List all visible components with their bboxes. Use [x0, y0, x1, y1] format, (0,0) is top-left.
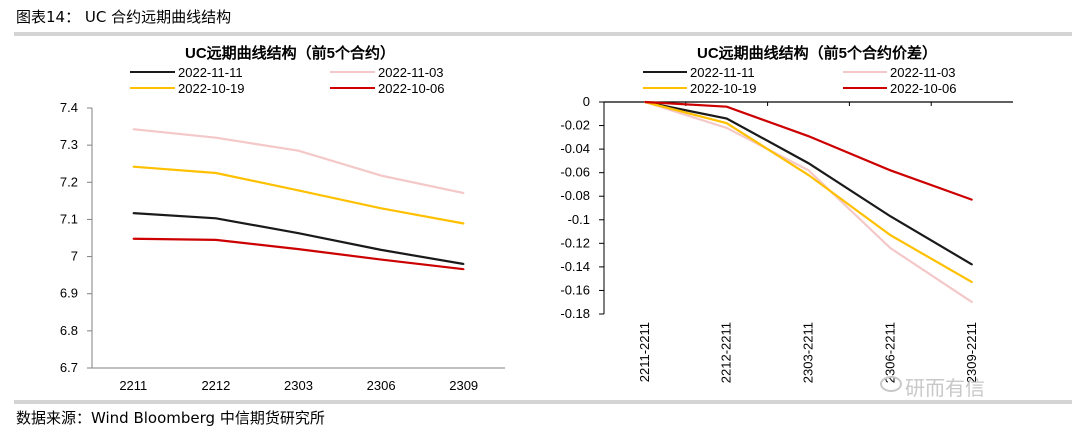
series-line-2022-10-19: [133, 165, 464, 225]
right-chart-title: UC远期曲线结构（前5个合约价差）: [697, 44, 937, 62]
data-point-2022-10-06: [644, 101, 646, 103]
y-tick-label: -0.06: [560, 165, 590, 180]
data-point-2022-10-06: [889, 169, 892, 172]
data-point-2022-11-03: [889, 247, 892, 249]
x-tick-label: 2309-2211: [964, 322, 979, 383]
series-line-2022-11-11: [644, 100, 973, 266]
legend-label-2022-11-03: 2022-11-03: [890, 65, 956, 80]
right-legend: 2022-11-11 2022-11-03 2022-10-19 2022-10-06: [643, 65, 957, 96]
legend-label-2022-11-11: 2022-11-11: [690, 65, 755, 80]
data-point-2022-11-11: [380, 249, 382, 251]
data-point-2022-10-19: [725, 122, 728, 124]
x-tick-label: 2212-2211: [719, 322, 734, 383]
x-tick-label: 2211-2211: [637, 322, 652, 382]
data-point-2022-11-03: [971, 301, 973, 304]
left-plot-area: 7.4 7.3 7.2 7.1 7 6.9 6.8 6.7 2211 2212 2303 2306 23…: [60, 100, 505, 393]
data-point-2022-10-06: [297, 248, 300, 250]
data-point-2022-11-11: [889, 215, 892, 218]
y-tick-label: -0.02: [560, 118, 590, 133]
series-line-2022-10-19: [644, 100, 973, 284]
data-point-2022-11-03: [807, 169, 810, 172]
data-point-2022-10-06: [380, 258, 382, 261]
x-tick-label: 2303-2211: [801, 322, 816, 383]
data-point-2022-11-11: [132, 212, 135, 214]
data-point-2022-10-19: [889, 234, 892, 236]
data-point-2022-10-19: [297, 189, 300, 192]
data-point-2022-11-11: [215, 217, 217, 220]
legend-label-2022-10-06: 2022-10-06: [890, 81, 957, 96]
series-line-2022-10-06: [133, 237, 464, 271]
top-divider: [14, 32, 1072, 36]
series-line-2022-11-03: [133, 128, 464, 195]
x-tick-label: 2306-2211: [882, 322, 897, 383]
left-chart: UC远期曲线结构（前5个合约） 2022-11-11 2022-11-032022…: [60, 44, 505, 393]
series-line-2022-11-03: [644, 100, 973, 304]
watermark: 研而有信: [905, 376, 985, 400]
data-point-2022-10-06: [725, 105, 728, 108]
y-tick-label: -0.16: [560, 282, 590, 297]
y-tick-label: 7.1: [60, 211, 78, 226]
wechat-icon: [880, 376, 902, 392]
y-tick-label: 6.7: [60, 360, 78, 375]
x-tick-label: 2309: [449, 378, 478, 393]
y-tick-label: 6.9: [60, 286, 78, 301]
x-tick-label: 2306: [367, 378, 396, 393]
data-point-2022-10-06: [462, 268, 465, 270]
data-point-2022-10-19: [807, 174, 810, 176]
legend-label-2022-11-03: 2022-11-03: [378, 65, 444, 80]
x-tick-label: 2211: [119, 378, 147, 393]
data-point-2022-11-11: [725, 117, 728, 120]
left-legend: 2022-11-11 2022-11-03 2022-10-19 2022-10-06: [130, 65, 445, 96]
data-point-2022-11-11: [971, 263, 973, 266]
data-point-2022-11-03: [215, 136, 217, 139]
right-plot-area: 0 -0.02 -0.04 -0.06 -0.08 -0.1 -0.12 -0.14 -0.16…: [560, 94, 1013, 383]
y-tick-label: 7.4: [60, 100, 78, 115]
y-tick-label: 7.3: [60, 137, 78, 152]
y-tick-label: 6.8: [60, 323, 78, 338]
y-tick-label: -0.18: [560, 306, 590, 321]
y-tick-label: 0: [583, 94, 590, 109]
data-point-2022-10-06: [215, 239, 217, 241]
data-point-2022-10-06: [132, 237, 135, 240]
y-tick-label: -0.12: [560, 235, 590, 250]
y-tick-label: -0.04: [560, 141, 590, 156]
legend-label-2022-10-19: 2022-10-19: [178, 81, 245, 96]
data-point-2022-11-11: [462, 263, 465, 265]
data-point-2022-10-19: [380, 207, 382, 210]
data-point-2022-10-19: [462, 222, 465, 225]
y-tick-label: -0.08: [560, 188, 590, 203]
right-chart: UC远期曲线结构（前5个合约价差） 2022-11-11 2022-11-0320…: [560, 44, 1013, 383]
y-tick-label: 7: [71, 249, 78, 264]
data-point-2022-11-03: [297, 149, 300, 152]
y-tick-label: -0.1: [568, 212, 590, 227]
data-point-2022-11-03: [462, 192, 465, 194]
legend-label-2022-10-06: 2022-10-06: [378, 81, 445, 96]
figure-title: 图表14： UC 合约远期曲线结构: [16, 8, 232, 26]
data-point-2022-11-11: [297, 232, 300, 234]
data-point-2022-10-19: [971, 281, 973, 283]
x-tick-label: 2212: [201, 378, 230, 393]
x-tick-label: 2303: [284, 378, 313, 393]
y-tick-label: 7.2: [60, 174, 78, 189]
left-chart-title: UC远期曲线结构（前5个合约）: [185, 44, 395, 62]
data-source: 数据来源：Wind Bloomberg 中信期货研究所: [16, 409, 325, 427]
data-point-2022-11-11: [807, 162, 810, 165]
data-point-2022-11-03: [725, 127, 728, 129]
data-point-2022-11-03: [132, 128, 135, 130]
data-point-2022-10-19: [215, 172, 217, 174]
y-tick-label: -0.14: [560, 259, 590, 274]
data-point-2022-10-19: [132, 165, 135, 168]
data-point-2022-10-06: [807, 135, 810, 137]
legend-label-2022-11-11: 2022-11-11: [178, 65, 243, 80]
data-point-2022-11-03: [380, 174, 382, 177]
legend-label-2022-10-19: 2022-10-19: [690, 81, 757, 96]
bottom-divider: [14, 400, 1072, 404]
data-point-2022-10-06: [971, 198, 973, 201]
